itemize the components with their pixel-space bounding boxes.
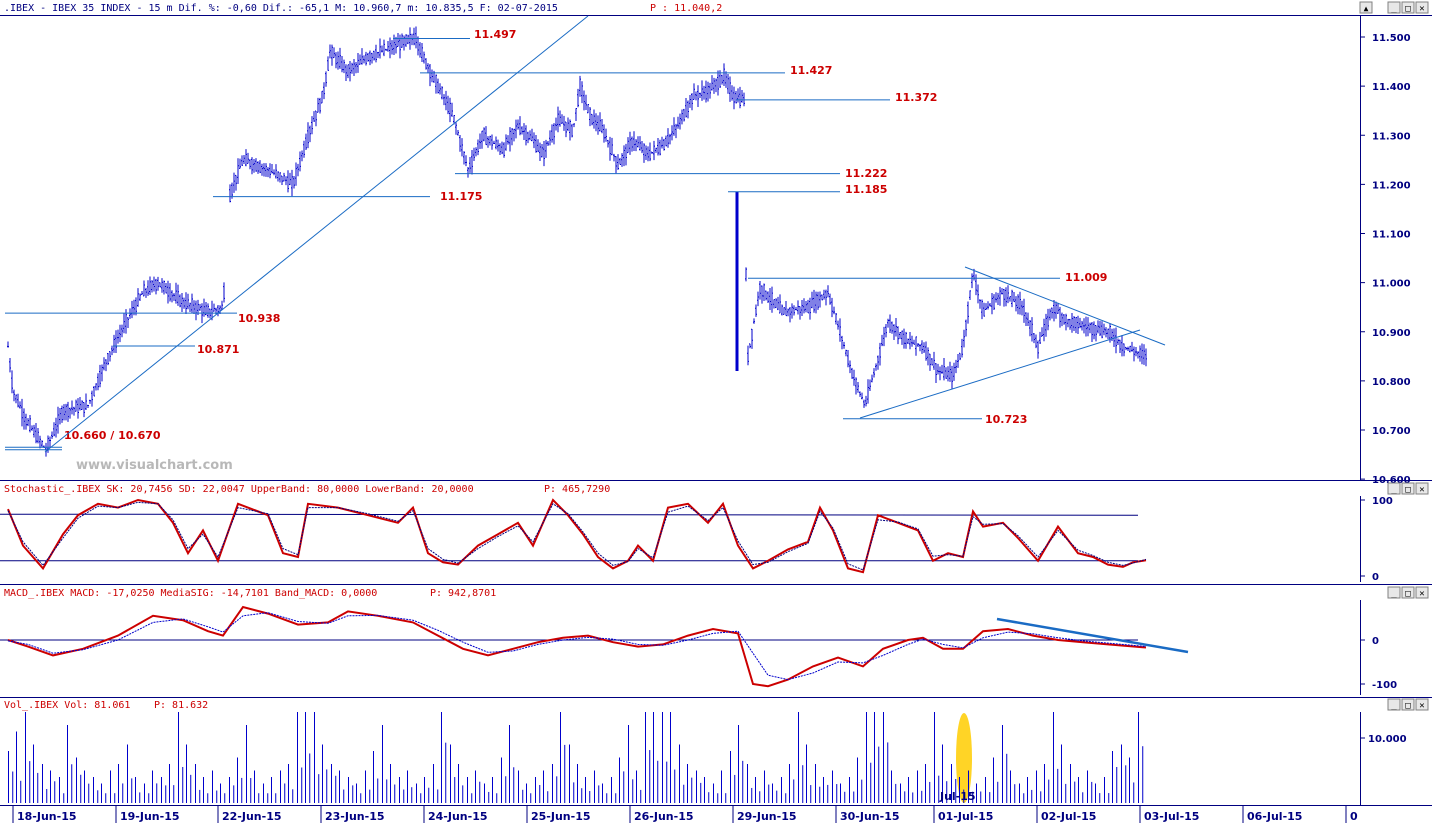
level-label: 10.723	[985, 413, 1027, 426]
date-label: 30-Jun-15	[840, 810, 900, 823]
macd-divergence-line	[996, 617, 1189, 654]
scroll-up-button[interactable]	[1359, 1, 1373, 14]
triangle-lower-line	[859, 329, 1141, 419]
macd-line	[7, 605, 1147, 688]
level-label: 11.175	[440, 190, 482, 203]
volume-header-last: P: 81.632	[154, 700, 208, 711]
macd-minimize-button[interactable]	[1387, 586, 1401, 599]
volume-window-buttons[interactable]: _ □ ✕	[1387, 698, 1429, 711]
date-label: 18-Jun-15	[17, 810, 77, 823]
stoch-sd-line	[7, 501, 1147, 571]
stochastic-header-last: P: 465,7290	[544, 484, 610, 495]
date-label: 26-Jun-15	[634, 810, 694, 823]
macd-header-last: P: 942,8701	[430, 588, 496, 599]
vol-maximize-button[interactable]	[1401, 698, 1415, 711]
minimize-button[interactable]	[1387, 1, 1401, 14]
vol-close-button[interactable]	[1415, 698, 1429, 711]
macd-minimize-icon: _	[1391, 589, 1397, 599]
price-ytick-label: 10.700	[1372, 426, 1411, 437]
macd-close-icon: ✕	[1419, 589, 1424, 599]
close-button[interactable]	[1415, 1, 1429, 14]
vol-maximize-icon: □	[1405, 701, 1411, 711]
stochastic-window-buttons[interactable]: _ □ ✕	[1387, 482, 1429, 495]
macd-signal-line	[7, 612, 1147, 681]
macd-panel: 0 -100	[0, 605, 1397, 691]
macd-ytick-label: -100	[1372, 680, 1397, 691]
macd-window-buttons[interactable]: _ □ ✕	[1387, 586, 1429, 599]
price-header-last: P : 11.040,2	[650, 3, 722, 14]
date-label: 0	[1350, 810, 1358, 823]
date-label: 02-Jul-15	[1041, 810, 1096, 823]
volume-highlight-label: Jul-15	[939, 790, 976, 803]
date-axis: 18-Jun-15 19-Jun-15 22-Jun-15 23-Jun-15 24-J…	[12, 806, 1358, 823]
macd-maximize-button[interactable]	[1401, 586, 1415, 599]
date-label: 06-Jul-15	[1247, 810, 1302, 823]
level-label: 11.427	[790, 64, 832, 77]
level-label: 10.871	[197, 343, 239, 356]
vol-minimize-button[interactable]	[1387, 698, 1401, 711]
volume-header: Vol_.IBEX Vol: 81.061	[4, 700, 130, 711]
price-ytick-label: 11.200	[1372, 180, 1411, 191]
level-label: 11.009	[1065, 271, 1107, 284]
stoch-sk-line	[7, 498, 1147, 574]
price-ytick-label: 11.500	[1372, 33, 1411, 44]
macd-ytick-label: 0	[1372, 636, 1379, 647]
macd-header: MACD_.IBEX MACD: -17,0250 MediaSIG: -14,…	[4, 588, 377, 599]
stoch-close-icon: ✕	[1419, 485, 1424, 495]
stoch-band-line	[0, 513, 1139, 516]
vol-ytick-label: 10.000	[1368, 734, 1407, 745]
level-label: 11.222	[845, 167, 887, 180]
price-header: .IBEX - IBEX 35 INDEX - 15 m Dif. %: -0,…	[4, 3, 558, 14]
stoch-close-button[interactable]	[1415, 482, 1429, 495]
minimize-icon: _	[1391, 4, 1397, 14]
triangle-upper-line	[964, 266, 1166, 346]
stoch-maximize-button[interactable]	[1401, 482, 1415, 495]
uptrend-line	[44, 15, 589, 453]
vol-minimize-icon: _	[1391, 701, 1397, 711]
date-label: 24-Jun-15	[428, 810, 488, 823]
date-label: 19-Jun-15	[120, 810, 180, 823]
watermark: www.visualchart.com	[76, 458, 233, 473]
date-label: 25-Jun-15	[531, 810, 591, 823]
scroll-up-icon: ▲	[1364, 4, 1369, 13]
macd-close-button[interactable]	[1415, 586, 1429, 599]
level-label: 10.660 / 10.670	[64, 429, 161, 442]
maximize-button[interactable]	[1401, 1, 1415, 14]
vol-close-icon: ✕	[1419, 701, 1424, 711]
price-panel: 11.500 11.400 11.300 11.200 11.100 11.000 10.9…	[5, 15, 1411, 486]
date-label: 01-Jul-15	[938, 810, 993, 823]
stoch-minimize-icon: _	[1391, 485, 1397, 495]
macd-maximize-icon: □	[1405, 589, 1411, 599]
level-label: 11.372	[895, 91, 937, 104]
level-label: 10.938	[238, 312, 280, 325]
stoch-maximize-icon: □	[1405, 485, 1411, 495]
price-ytick-label: 10.900	[1372, 328, 1411, 339]
maximize-icon: □	[1405, 4, 1411, 14]
stochastic-header: Stochastic_.IBEX SK: 20,7456 SD: 22,0047…	[4, 484, 474, 495]
price-ytick-label: 11.000	[1372, 279, 1411, 290]
volume-panel: 10.000 Jul-15	[8, 712, 1407, 803]
stoch-minimize-button[interactable]	[1387, 482, 1401, 495]
close-icon: ✕	[1419, 4, 1424, 14]
level-label: 11.185	[845, 183, 887, 196]
price-ytick-label: 10.800	[1372, 377, 1411, 388]
stoch-ytick-label: 100	[1372, 496, 1393, 507]
date-label: 29-Jun-15	[737, 810, 797, 823]
price-ytick-label: 11.400	[1372, 82, 1411, 93]
stochastic-panel: 100 0	[0, 496, 1393, 583]
date-label: 22-Jun-15	[222, 810, 282, 823]
level-label: 11.497	[474, 28, 516, 41]
price-ytick-label: 11.300	[1372, 131, 1411, 142]
date-label: 03-Jul-15	[1144, 810, 1199, 823]
date-label: 23-Jun-15	[325, 810, 385, 823]
price-ytick-label: 11.100	[1372, 230, 1411, 241]
stoch-ytick-label: 0	[1372, 572, 1379, 583]
price-window-buttons[interactable]: ▲ _ □ ✕	[1359, 1, 1429, 14]
